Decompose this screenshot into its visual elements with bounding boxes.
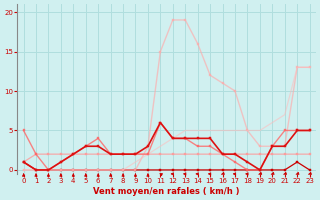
X-axis label: Vent moyen/en rafales ( km/h ): Vent moyen/en rafales ( km/h ) xyxy=(93,187,240,196)
